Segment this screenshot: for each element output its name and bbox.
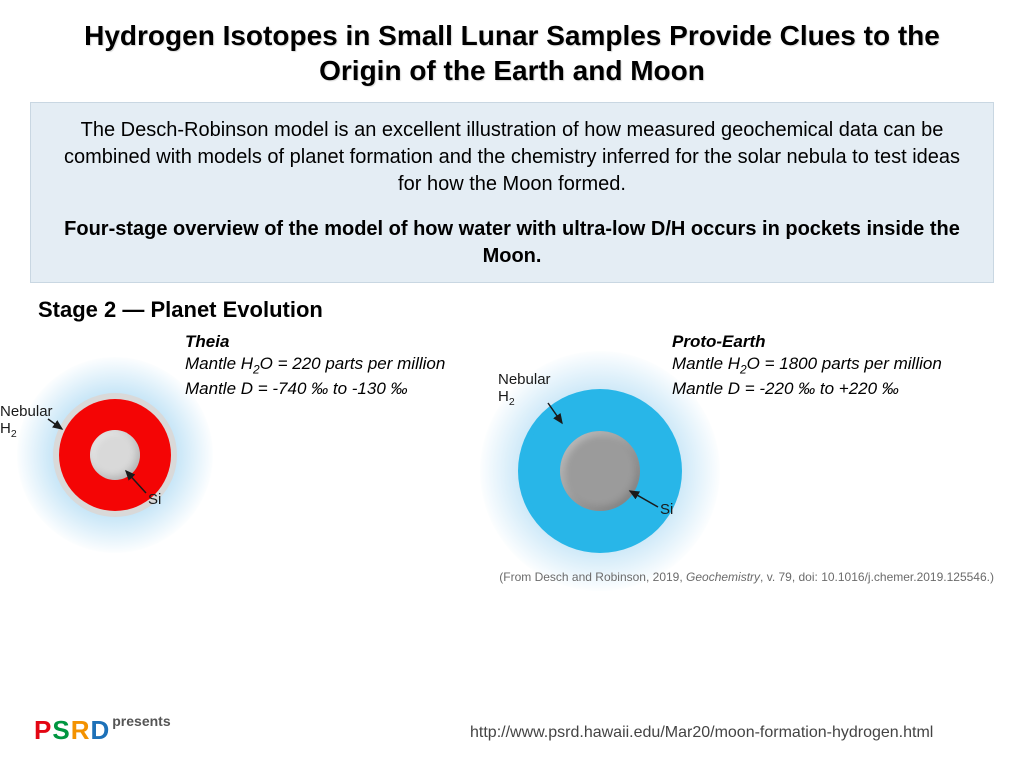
intro-paragraph-2: Four-stage overview of the model of how … — [55, 216, 969, 270]
brand-letter: P — [34, 715, 52, 745]
arrow — [0, 331, 1024, 631]
intro-box: The Desch-Robinson model is an excellent… — [30, 102, 994, 283]
intro-paragraph-1: The Desch-Robinson model is an excellent… — [55, 117, 969, 198]
page-title: Hydrogen Isotopes in Small Lunar Samples… — [0, 0, 1024, 98]
brand-presents: presents — [112, 713, 170, 729]
brand-letter: S — [52, 715, 70, 745]
brand-logo: PSRDpresents — [34, 715, 171, 746]
citation: (From Desch and Robinson, 2019, Geochemi… — [499, 570, 994, 584]
citation-suffix: , v. 79, doi: 10.1016/j.chemer.2019.1255… — [760, 570, 994, 584]
stage-heading: Stage 2 — Planet Evolution — [38, 297, 1024, 323]
diagram-area: TheiaMantle H2O = 220 parts per millionM… — [0, 331, 1024, 601]
footer-url: http://www.psrd.hawaii.edu/Mar20/moon-fo… — [470, 724, 933, 742]
citation-prefix: (From Desch and Robinson, 2019, — [499, 570, 686, 584]
slide: Hydrogen Isotopes in Small Lunar Samples… — [0, 0, 1024, 768]
brand-psrd: PSRD — [34, 715, 110, 745]
citation-journal: Geochemistry — [686, 570, 760, 584]
brand-letter: D — [90, 715, 110, 745]
brand-letter: R — [71, 715, 91, 745]
